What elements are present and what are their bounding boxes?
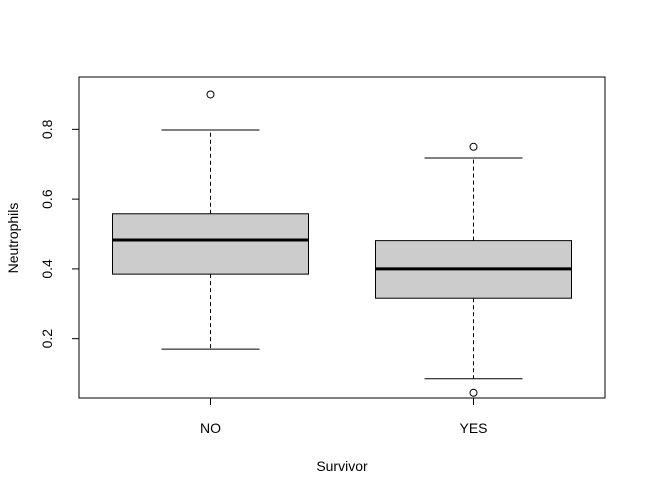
outlier-point [469,142,478,151]
box-no [112,213,309,275]
x-axis-title: Survivor [316,458,368,474]
outlier-point [469,388,478,397]
x-tick-label: NO [200,420,221,436]
plot-layer: 0.2 0.4 0.6 0.8 NO YES [39,76,606,436]
y-tick-label: 0.8 [39,119,55,139]
x-tick-label: YES [459,420,487,436]
y-tick-label: 0.2 [39,329,55,349]
y-tick-label: 0.6 [39,189,55,209]
y-tick-label: 0.4 [39,259,55,279]
y-axis-title: Neutrophils [5,203,21,274]
outlier-point [206,90,215,99]
plot-frame [78,76,606,399]
